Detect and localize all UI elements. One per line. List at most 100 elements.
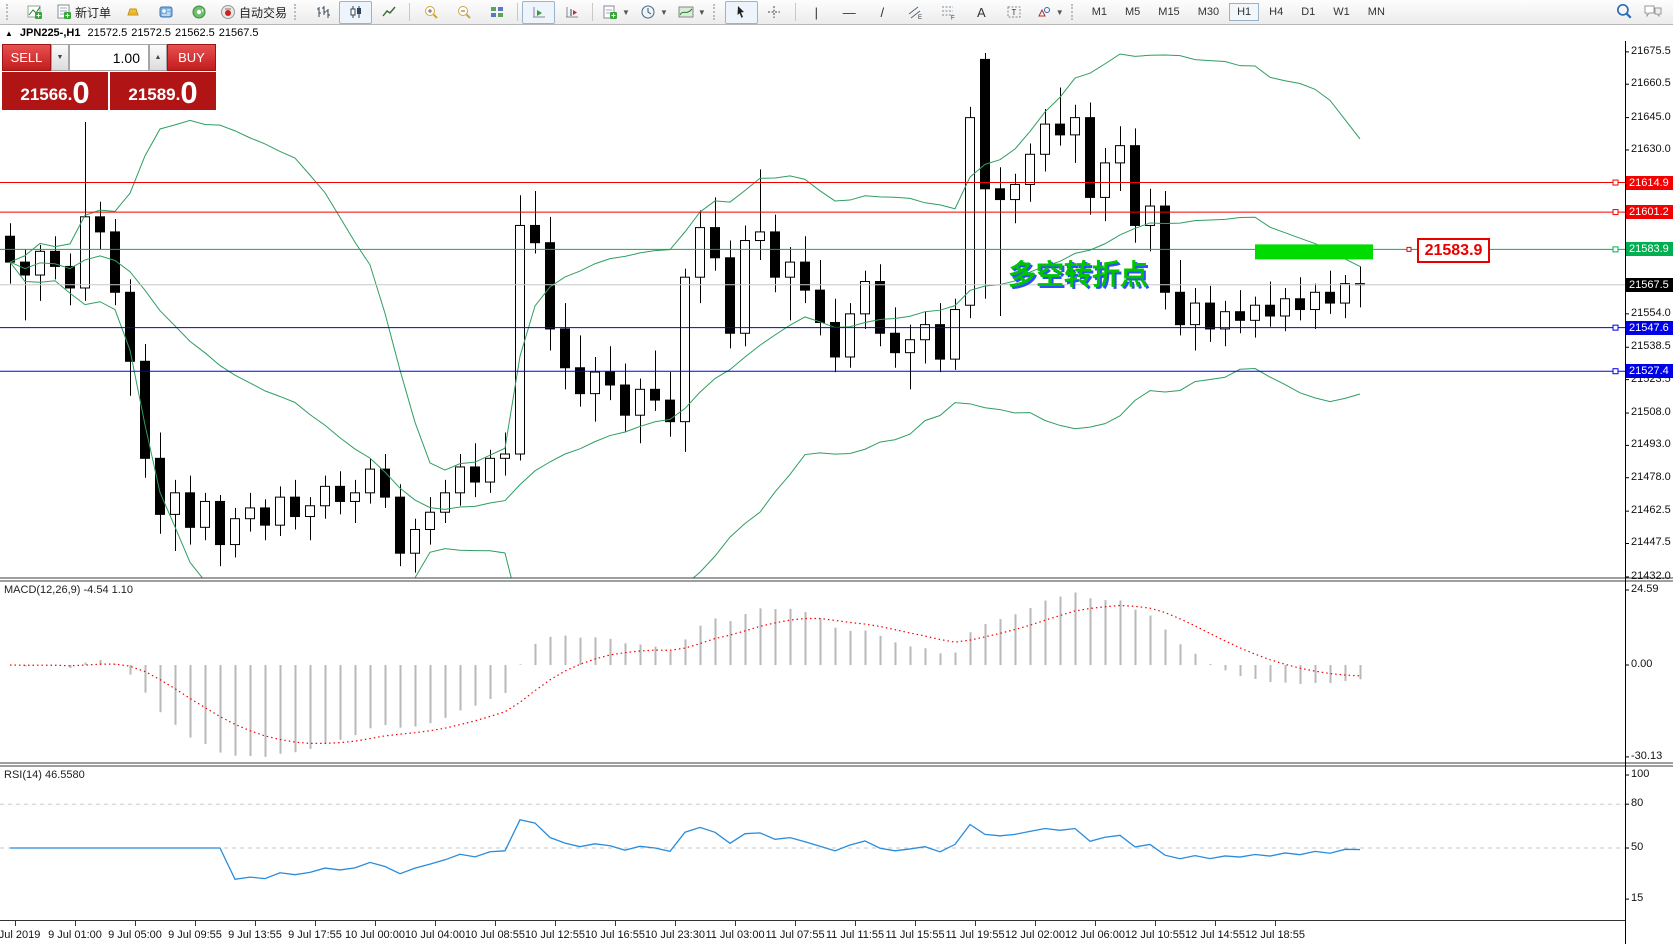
sell-price-fraction: 0 bbox=[72, 75, 90, 110]
tf-m1-button[interactable]: M1 bbox=[1091, 6, 1107, 18]
toolbar-grip bbox=[294, 4, 302, 20]
zoom-out-button[interactable] bbox=[447, 1, 480, 24]
bar-chart-button[interactable] bbox=[306, 1, 339, 24]
vertical-line-tool-button[interactable]: | bbox=[800, 1, 833, 24]
zoom-in-button[interactable] bbox=[414, 1, 447, 24]
sell-price-display[interactable]: 21566. 0 bbox=[2, 72, 108, 110]
search-icon[interactable] bbox=[1615, 2, 1633, 20]
tf-mn-button[interactable]: MN bbox=[1367, 6, 1385, 18]
buy-price-display[interactable]: 21589. 0 bbox=[110, 72, 216, 110]
chart-shift-icon bbox=[565, 7, 578, 18]
auto-scroll-icon bbox=[532, 7, 545, 18]
zoom-in-icon bbox=[424, 6, 438, 19]
tf-h4-button[interactable]: H4 bbox=[1269, 6, 1284, 18]
sell-button[interactable]: SELL bbox=[2, 44, 51, 71]
shapes-tool-button[interactable]: ▼ bbox=[1031, 1, 1069, 24]
text-label-icon: T bbox=[1007, 6, 1021, 18]
toolbar-separator bbox=[794, 3, 796, 21]
fibonacci-icon: F bbox=[942, 6, 955, 21]
tf-m30-button[interactable]: M30 bbox=[1197, 6, 1220, 18]
volume-input[interactable]: 1.00 bbox=[69, 44, 149, 71]
trendline-tool-button[interactable]: / bbox=[866, 1, 899, 24]
sell-price-main: 21566 bbox=[20, 85, 68, 104]
signals-icon bbox=[192, 5, 206, 19]
main-toolbar: 新订单 自动交易 ▼ ▼ bbox=[0, 0, 1673, 25]
volume-decrease-button[interactable]: ▼ bbox=[51, 44, 69, 71]
text-icon: A bbox=[976, 4, 986, 20]
cursor-icon bbox=[737, 6, 745, 18]
new-chart-dropdown-icon bbox=[603, 5, 618, 19]
one-click-trading-panel: SELL ▼ 1.00 ▲ BUY 21566. 0 21589. 0 bbox=[2, 44, 216, 110]
fibonacci-tool-button[interactable]: F bbox=[932, 1, 965, 24]
buy-price-fraction: 0 bbox=[180, 75, 198, 110]
horizontal-line-icon: — bbox=[842, 4, 856, 20]
profile-icon bbox=[159, 6, 173, 18]
shapes-icon bbox=[1037, 7, 1050, 17]
toolbar-separator bbox=[409, 3, 411, 21]
toolbar-separator bbox=[592, 3, 594, 21]
new-order-label: 新订单 bbox=[75, 5, 112, 20]
dropdown-arrow-icon: ▼ bbox=[697, 7, 706, 17]
dropdown-arrow-icon: ▼ bbox=[1055, 7, 1064, 17]
templates-dropdown-button[interactable]: ▼ bbox=[673, 1, 711, 24]
volume-increase-button[interactable]: ▲ bbox=[149, 44, 167, 71]
new-chart-plus-icon bbox=[27, 5, 42, 19]
trendline-icon: / bbox=[880, 4, 885, 20]
candlestick-chart-button[interactable] bbox=[339, 0, 373, 24]
profile-button[interactable] bbox=[149, 1, 182, 24]
bar-chart-icon bbox=[316, 6, 330, 18]
equidistant-channel-tool-button[interactable]: E bbox=[899, 1, 932, 24]
history-button[interactable] bbox=[116, 1, 149, 24]
new-chart-dropdown-button[interactable]: ▼ bbox=[597, 1, 635, 24]
templates-icon bbox=[678, 6, 694, 18]
chart-shift-button[interactable] bbox=[555, 1, 588, 24]
tf-w1-button[interactable]: W1 bbox=[1333, 6, 1350, 18]
chart-title-bar: ▲ JPN225-,H1 21572.5 21572.5 21562.5 215… bbox=[0, 25, 1673, 41]
vertical-line-icon: | bbox=[814, 4, 818, 20]
equidistant-channel-icon: E bbox=[908, 6, 922, 20]
quote-open: 21572.5 bbox=[87, 27, 128, 39]
history-icon bbox=[126, 8, 139, 16]
text-tool-button[interactable]: A bbox=[965, 1, 998, 24]
crosshair-icon bbox=[768, 6, 781, 18]
new-chart-plus-button[interactable] bbox=[18, 1, 51, 24]
auto-scroll-button[interactable] bbox=[522, 0, 556, 24]
text-label-tool-button[interactable]: T bbox=[998, 1, 1031, 24]
chart-symbol: JPN225-,H1 bbox=[19, 27, 81, 39]
buy-price-main: 21589 bbox=[128, 85, 176, 104]
dropdown-arrow-icon: ▼ bbox=[659, 7, 668, 17]
buy-button[interactable]: BUY bbox=[167, 44, 216, 71]
toolbar-grip bbox=[712, 4, 721, 20]
tf-d1-button[interactable]: D1 bbox=[1301, 6, 1316, 18]
autotrading-button[interactable]: 自动交易 bbox=[215, 1, 292, 24]
tf-m15-button[interactable]: M15 bbox=[1158, 6, 1180, 18]
crosshair-tool-button[interactable] bbox=[758, 1, 791, 24]
horizontal-line-tool-button[interactable]: — bbox=[833, 1, 866, 24]
quote-close: 21567.5 bbox=[218, 27, 259, 39]
quote-high: 21572.5 bbox=[131, 27, 171, 39]
periods-dropdown-button[interactable]: ▼ bbox=[635, 1, 673, 24]
line-chart-button[interactable] bbox=[372, 1, 405, 24]
svg-text:E: E bbox=[918, 15, 922, 20]
svg-text:T: T bbox=[1012, 8, 1017, 17]
tf-m5-button[interactable]: M5 bbox=[1125, 6, 1141, 18]
line-chart-icon bbox=[381, 6, 396, 17]
new-order-button[interactable]: 新订单 bbox=[51, 1, 116, 24]
cursor-tool-button[interactable] bbox=[724, 0, 758, 24]
autotrading-label: 自动交易 bbox=[239, 5, 288, 20]
candlestick-chart-icon bbox=[350, 6, 361, 18]
toolbar-grip bbox=[6, 4, 14, 20]
tile-windows-button[interactable] bbox=[480, 1, 513, 24]
autotrading-icon bbox=[221, 5, 236, 19]
signals-button[interactable] bbox=[182, 1, 215, 24]
new-order-icon bbox=[57, 4, 71, 19]
toolbar-separator bbox=[517, 3, 519, 21]
clock-icon bbox=[641, 5, 655, 19]
collapse-quote-icon[interactable]: ▲ bbox=[5, 28, 13, 38]
tf-h1-button[interactable]: H1 bbox=[1229, 3, 1260, 21]
zoom-out-icon bbox=[457, 6, 471, 19]
svg-text:F: F bbox=[951, 16, 955, 21]
tile-windows-icon bbox=[490, 7, 503, 17]
chat-icon[interactable] bbox=[1643, 2, 1663, 20]
